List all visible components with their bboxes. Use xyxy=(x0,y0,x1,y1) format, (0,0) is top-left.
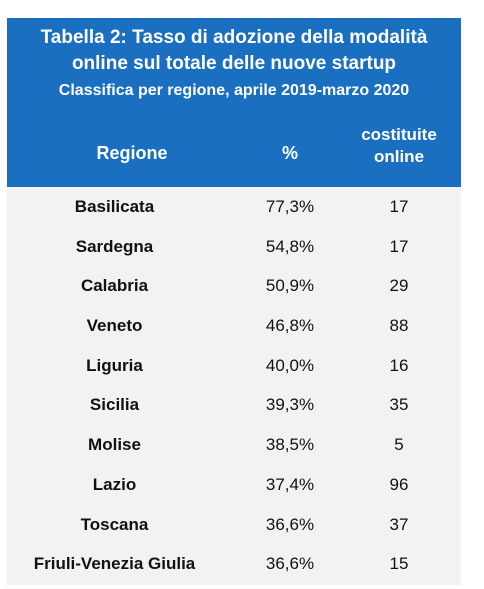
region-cell: Toscana xyxy=(80,514,149,534)
percent-cell: 46,8% xyxy=(265,316,315,336)
region-cell: Molise xyxy=(88,435,141,455)
region-cell: Sardegna xyxy=(75,236,154,256)
region-cell: Sicilia xyxy=(89,395,140,415)
count-cell: 5 xyxy=(394,435,404,455)
table-header: Tabella 2: Tasso di adozione della modal… xyxy=(7,18,461,187)
count-cell: 29 xyxy=(389,276,409,296)
percent-cell: 36,6% xyxy=(265,514,315,534)
table-row: Sardegna 54,8% 17 xyxy=(7,227,461,267)
table-row: Basilicata 77,3% 17 xyxy=(7,187,461,227)
region-cell: Friuli-Venezia Giulia xyxy=(33,554,196,574)
region-cell: Veneto xyxy=(86,316,143,336)
count-cell: 16 xyxy=(389,355,409,375)
column-header-percent: % xyxy=(281,143,298,163)
table-subtitle: Classifica per regione, aprile 2019-marz… xyxy=(58,82,410,99)
region-cell: Basilicata xyxy=(74,197,155,216)
column-header-count: costituite online xyxy=(345,124,453,168)
column-header-count-line2: online xyxy=(373,147,425,166)
count-cell: 15 xyxy=(389,554,409,574)
column-header-region: Regione xyxy=(96,143,168,163)
percent-cell: 54,8% xyxy=(265,236,315,256)
region-cell: Calabria xyxy=(80,276,149,296)
table-row: Calabria 50,9% 29 xyxy=(7,266,461,306)
count-cell: 17 xyxy=(389,236,409,256)
count-cell: 37 xyxy=(389,514,409,534)
table-row: Lazio 37,4% 96 xyxy=(7,465,461,505)
table-body: Basilicata 77,3% 17 Sardegna 54,8% 17 Ca… xyxy=(7,187,461,584)
count-cell: 96 xyxy=(389,474,409,494)
percent-cell: 39,3% xyxy=(265,395,315,415)
percent-cell: 38,5% xyxy=(265,435,315,455)
table-row: Friuli-Venezia Giulia 36,6% 15 xyxy=(7,544,461,584)
table-title-line2: online sul totale delle nuove startup xyxy=(71,53,397,74)
percent-cell: 36,6% xyxy=(265,554,315,574)
count-cell: 35 xyxy=(389,395,409,415)
count-cell: 17 xyxy=(389,197,409,216)
count-cell: 88 xyxy=(389,316,409,336)
percent-cell: 77,3% xyxy=(265,197,315,216)
region-cell: Lazio xyxy=(92,474,137,494)
table-row: Veneto 46,8% 88 xyxy=(7,306,461,346)
percent-cell: 40,0% xyxy=(265,355,315,375)
table-row: Liguria 40,0% 16 xyxy=(7,346,461,386)
table-row: Molise 38,5% 5 xyxy=(7,425,461,465)
percent-cell: 50,9% xyxy=(265,276,315,296)
column-header-count-line1: costituite xyxy=(361,125,437,144)
regional-adoption-table: Tabella 2: Tasso di adozione della modal… xyxy=(7,18,461,585)
percent-cell: 37,4% xyxy=(265,474,315,494)
table-row: Toscana 36,6% 37 xyxy=(7,505,461,545)
region-cell: Liguria xyxy=(86,355,143,375)
table-row: Sicilia 39,3% 35 xyxy=(7,385,461,425)
table-title-line1: Tabella 2: Tasso di adozione della modal… xyxy=(40,27,428,48)
